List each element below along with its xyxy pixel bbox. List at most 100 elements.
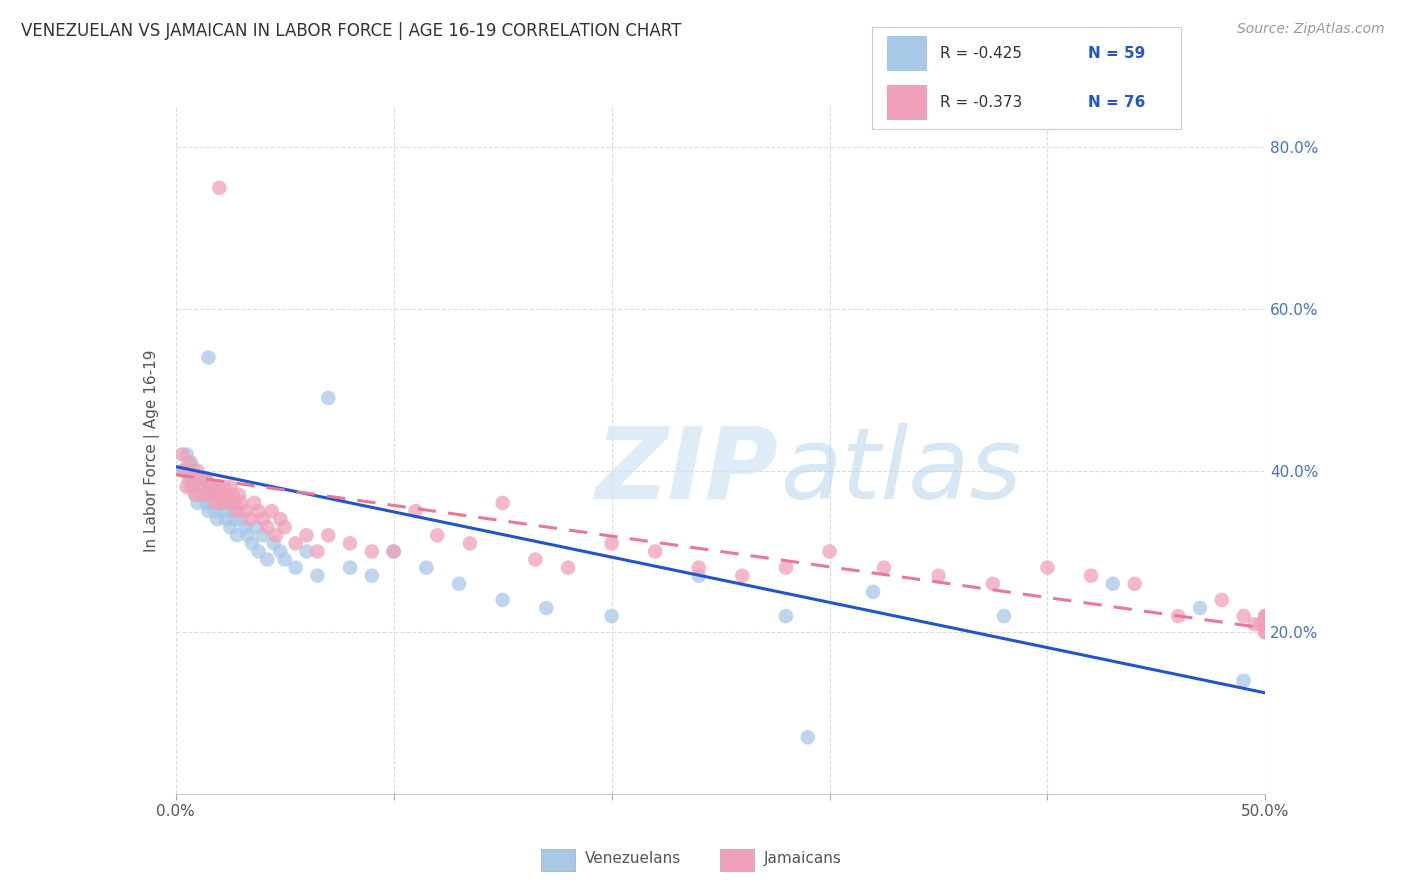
Point (204, 504, 226, 518)
Point (176, 448, 198, 462)
Point (1123, 576, 1146, 591)
Bar (887, 86, 928, 120)
Point (295, 544, 318, 558)
Point (204, 480, 226, 494)
Point (688, 568, 710, 582)
Point (239, 512, 262, 526)
Point (1243, 617, 1265, 632)
Point (235, 504, 257, 518)
Point (224, 496, 246, 510)
Point (231, 512, 253, 526)
Point (211, 496, 233, 510)
Point (269, 512, 291, 526)
Point (177, 456, 200, 470)
Point (188, 472, 211, 486)
Text: ZIP: ZIP (595, 423, 779, 519)
Point (382, 544, 405, 558)
Point (193, 488, 215, 502)
Point (197, 351, 219, 365)
Point (225, 528, 247, 542)
Point (186, 496, 209, 510)
Point (197, 504, 219, 518)
Point (247, 504, 270, 518)
Point (1211, 593, 1233, 607)
Point (492, 593, 515, 607)
Point (219, 520, 242, 534)
Point (274, 552, 297, 566)
Text: R = -0.425: R = -0.425 (939, 45, 1022, 61)
Point (188, 480, 211, 494)
Point (993, 609, 1015, 624)
Point (200, 488, 222, 502)
Point (557, 560, 579, 574)
Point (1254, 625, 1277, 640)
Point (201, 488, 224, 502)
Point (204, 496, 226, 510)
Point (243, 496, 266, 510)
Text: N = 59: N = 59 (1088, 45, 1146, 61)
Point (796, 731, 818, 745)
Point (181, 464, 204, 478)
Point (231, 496, 253, 510)
Point (928, 568, 950, 582)
Bar (720, 848, 754, 871)
Point (256, 520, 278, 534)
Point (295, 528, 318, 542)
Point (215, 512, 238, 526)
Point (405, 504, 427, 518)
Point (205, 480, 228, 494)
Point (1250, 617, 1272, 632)
Point (180, 456, 202, 470)
Text: N = 76: N = 76 (1088, 95, 1146, 111)
Point (426, 528, 449, 542)
Point (284, 536, 307, 550)
Point (263, 536, 285, 550)
Point (225, 504, 247, 518)
Point (228, 488, 250, 502)
Point (382, 544, 405, 558)
Point (264, 528, 287, 542)
Text: Source: ZipAtlas.com: Source: ZipAtlas.com (1237, 22, 1385, 37)
Point (1232, 609, 1256, 624)
Text: Venezuelans: Venezuelans (585, 851, 681, 866)
Point (862, 585, 884, 599)
Point (195, 496, 218, 510)
Point (200, 480, 222, 494)
Point (172, 464, 194, 478)
Point (180, 472, 202, 486)
Point (195, 472, 218, 486)
Point (318, 528, 340, 542)
Point (236, 528, 259, 542)
Point (177, 472, 200, 486)
Point (600, 609, 623, 624)
Point (644, 544, 666, 558)
Point (981, 576, 1004, 591)
Point (212, 504, 235, 518)
Point (184, 488, 207, 502)
Point (600, 536, 623, 550)
Point (208, 181, 231, 195)
Point (415, 560, 437, 574)
Point (260, 504, 283, 518)
Text: R = -0.373: R = -0.373 (939, 95, 1022, 111)
Point (1254, 617, 1277, 632)
Point (212, 480, 235, 494)
Point (176, 480, 198, 494)
Point (318, 391, 340, 405)
Point (201, 496, 224, 510)
Point (186, 472, 209, 486)
Y-axis label: In Labor Force | Age 16-19: In Labor Force | Age 16-19 (143, 349, 160, 552)
Bar (887, 36, 928, 70)
Point (197, 480, 219, 494)
Point (284, 560, 307, 574)
Point (245, 520, 267, 534)
Point (1254, 609, 1277, 624)
Point (339, 536, 361, 550)
Point (184, 488, 207, 502)
Point (269, 544, 291, 558)
Point (217, 496, 239, 510)
Point (211, 496, 233, 510)
Point (307, 544, 329, 558)
Point (180, 480, 202, 494)
Point (492, 496, 515, 510)
